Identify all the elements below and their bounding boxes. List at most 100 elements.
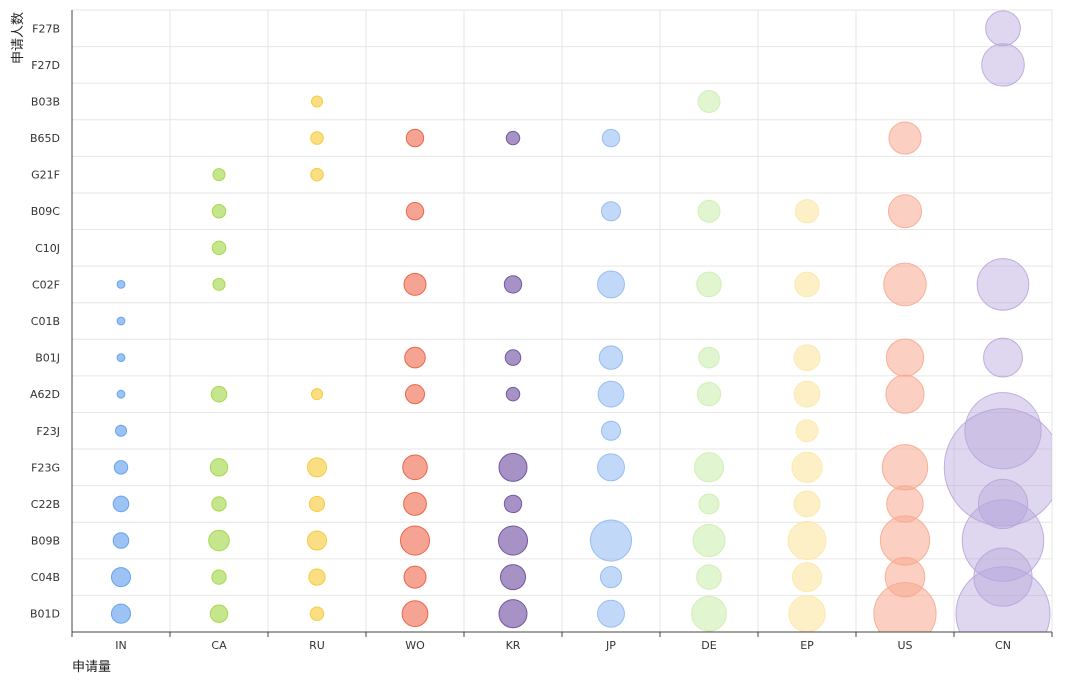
bubble-ca-c10j bbox=[211, 240, 227, 256]
bubble-wo-c02f bbox=[403, 272, 427, 296]
bubble-ru-a62d bbox=[311, 388, 323, 401]
bubble-jp-a62d bbox=[597, 380, 625, 408]
bubble-jp-f23g bbox=[597, 453, 625, 482]
x-tick-label-jp: JP bbox=[605, 639, 616, 652]
y-tick-label-b03b: B03B bbox=[31, 95, 60, 108]
bubble-wo-b65d bbox=[405, 128, 425, 148]
bubble-ep-f23g bbox=[791, 451, 823, 483]
bubble-jp-b01d bbox=[597, 599, 625, 628]
bubble-cn-f23g bbox=[943, 408, 1052, 527]
bubble-jp-f23j bbox=[600, 420, 622, 441]
bubble-jp-b09b bbox=[589, 519, 633, 562]
bubble-ca-g21f bbox=[212, 168, 226, 182]
y-tick-label-f27d: F27D bbox=[31, 59, 60, 72]
bubble-ca-a62d bbox=[210, 385, 228, 403]
bubble-wo-b09b bbox=[399, 525, 431, 556]
bubble-ep-b09c bbox=[794, 199, 820, 224]
bubble-us-b01j bbox=[885, 338, 925, 377]
bubble-kr-b09b bbox=[497, 525, 529, 556]
bubble-cn-c22b bbox=[977, 478, 1029, 530]
x-tick-label-ep: EP bbox=[800, 639, 814, 652]
y-tick-label-f23j: F23J bbox=[36, 425, 60, 438]
bubble-cn-f27d bbox=[981, 43, 1025, 87]
bubble-jp-c04b bbox=[599, 566, 623, 589]
bubble-ru-b03b bbox=[311, 95, 323, 108]
y-tick-label-b65d: B65D bbox=[30, 132, 60, 145]
bubble-ru-b01d bbox=[309, 606, 325, 621]
bubble-kr-c22b bbox=[503, 494, 523, 514]
x-tick-label-cn: CN bbox=[995, 639, 1011, 652]
bubble-in-f23j bbox=[115, 424, 127, 437]
bubble-kr-f23g bbox=[498, 452, 528, 482]
y-tick-labels: B01D C04B B09B C22B F23G F23J A62D B01J C01B C02F… bbox=[30, 22, 60, 620]
bubble-ep-b01j bbox=[793, 344, 821, 371]
bubble-de-b03b bbox=[697, 89, 721, 113]
y-axis-title: 申请人数 bbox=[11, 12, 26, 64]
bubble-wo-c22b bbox=[403, 492, 427, 516]
bubble-ca-c22b bbox=[211, 496, 227, 512]
bubble-ca-c04b bbox=[211, 569, 227, 585]
y-tick-label-b01d: B01D bbox=[30, 608, 60, 621]
bubble-ca-f23g bbox=[209, 458, 229, 477]
bubble-cn-c02f bbox=[976, 258, 1030, 311]
y-tick-label-c22b: C22B bbox=[31, 498, 60, 511]
bubble-kr-b65d bbox=[505, 130, 521, 146]
bubble-us-c02f bbox=[883, 262, 927, 307]
x-tick-label-in: IN bbox=[115, 639, 126, 652]
bubble-ca-b09b bbox=[208, 529, 230, 552]
bubble-in-c02f bbox=[116, 280, 126, 289]
bubble-us-c22b bbox=[886, 485, 924, 523]
y-tick-label-c01b: C01B bbox=[31, 315, 60, 328]
bubble-de-a62d bbox=[696, 382, 722, 407]
bubble-in-a62d bbox=[116, 389, 126, 399]
bubble-ep-a62d bbox=[793, 380, 821, 408]
bubble-wo-b01d bbox=[401, 600, 429, 628]
bubble-jp-c02f bbox=[597, 270, 625, 299]
x-tick-label-ca: CA bbox=[211, 639, 227, 652]
bubble-us-b65d bbox=[888, 121, 922, 155]
bubble-de-c02f bbox=[696, 271, 722, 298]
bubble-in-f23g bbox=[113, 460, 129, 475]
bubble-us-b09b bbox=[879, 515, 931, 566]
y-tick-label-c02f: C02F bbox=[32, 278, 60, 291]
bubble-de-f23g bbox=[693, 452, 725, 483]
x-axis-title: 申请量 bbox=[72, 660, 111, 675]
bubble-us-f23g bbox=[881, 444, 929, 491]
bubble-cn-b01d bbox=[955, 566, 1051, 632]
y-tick-label-b09c: B09C bbox=[31, 205, 61, 218]
y-tick-label-a62d: A62D bbox=[30, 388, 60, 401]
bubble-in-b01d bbox=[110, 603, 132, 624]
bubble-de-c22b bbox=[698, 493, 720, 515]
x-tick-label-kr: KR bbox=[506, 639, 521, 652]
x-tick-label-wo: WO bbox=[405, 639, 425, 652]
y-tick-label-g21f: G21F bbox=[31, 169, 60, 182]
bubble-wo-b09c bbox=[405, 202, 425, 221]
bubbles bbox=[110, 10, 1052, 632]
bubble-ep-c04b bbox=[791, 562, 823, 593]
bubble-ep-b01d bbox=[788, 594, 826, 632]
bubble-ru-c04b bbox=[308, 568, 326, 586]
x-tick-label-de: DE bbox=[701, 639, 716, 652]
bubble-ep-c02f bbox=[794, 271, 820, 298]
bubble-wo-c04b bbox=[403, 565, 427, 589]
x-tick-label-us: US bbox=[897, 639, 912, 652]
bubble-us-b09c bbox=[888, 194, 922, 229]
bubble-cn-c04b bbox=[973, 547, 1033, 607]
bubble-kr-b01d bbox=[498, 599, 528, 629]
bubble-ca-b09c bbox=[211, 203, 227, 219]
bubble-kr-b01j bbox=[504, 349, 522, 366]
bubble-ep-c22b bbox=[793, 490, 821, 518]
bubble-in-c04b bbox=[110, 567, 132, 588]
y-tick-label-f23g: F23G bbox=[31, 461, 60, 474]
bubble-wo-b01j bbox=[404, 346, 426, 369]
bubble-in-c01b bbox=[116, 316, 126, 326]
bubble-cn-b01j bbox=[983, 337, 1023, 378]
bubble-ru-f23g bbox=[306, 457, 328, 478]
bubble-de-b09b bbox=[692, 523, 726, 558]
bubble-cn-f23j bbox=[964, 392, 1042, 470]
bubble-kr-c04b bbox=[499, 564, 527, 591]
bubble-ca-c02f bbox=[212, 277, 226, 291]
bubble-in-b01j bbox=[116, 353, 126, 362]
bubble-us-a62d bbox=[885, 374, 925, 414]
bubble-cn-b09b bbox=[961, 499, 1045, 582]
